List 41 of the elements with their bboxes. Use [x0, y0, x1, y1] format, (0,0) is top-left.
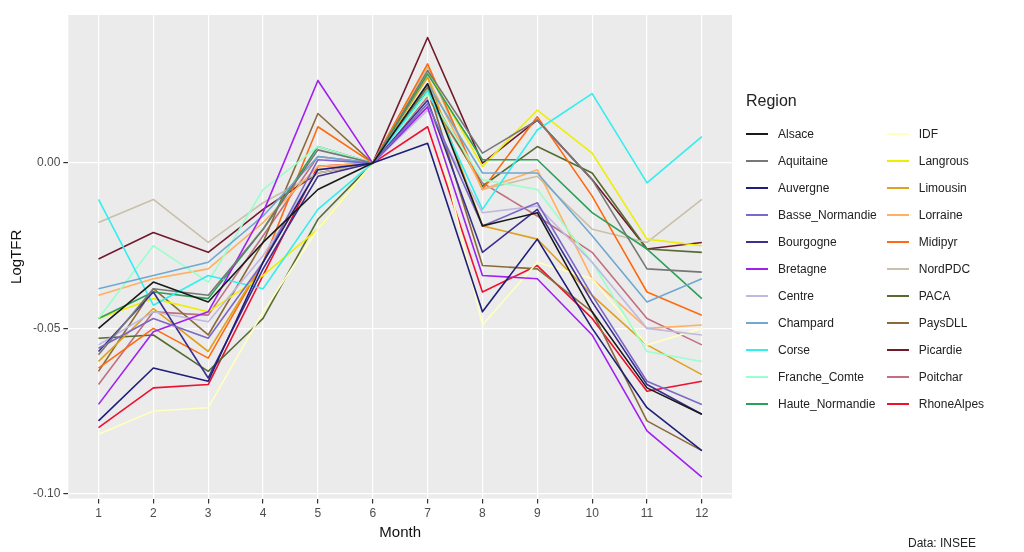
legend-title: Region — [746, 92, 798, 110]
text: Data: INSEE — [907, 536, 976, 550]
legend-label: Langrous — [918, 153, 969, 168]
legend-label: Limousin — [918, 180, 967, 195]
legend-label: Alsace — [778, 126, 815, 141]
y-axis-title: LogTFR — [7, 229, 25, 284]
x-tick-label: 6 — [369, 506, 377, 521]
legend-label: Lorraine — [918, 207, 963, 222]
x-tick-label: 2 — [150, 506, 158, 521]
legend-label: Auvergne — [778, 180, 830, 195]
legend-label: Champard — [778, 315, 835, 330]
legend-label: Franche_Comte — [778, 369, 865, 384]
legend-label: PACA — [918, 288, 951, 303]
legend-label: Picardie — [918, 342, 963, 357]
x-tick-label: 10 — [585, 506, 600, 521]
y-tick-label: 0.00 — [36, 155, 61, 170]
legend-label: NordPDC — [918, 261, 971, 276]
y-tick-label: -0.10 — [32, 485, 61, 500]
legend-label: Poitchar — [918, 369, 963, 384]
x-tick-label: 8 — [479, 506, 487, 521]
legend-label: Midipyr — [918, 234, 958, 249]
x-axis-title: Month — [379, 523, 422, 541]
legend-label: Corse — [778, 342, 811, 357]
x-tick-label: 5 — [314, 506, 322, 521]
legend-label: Haute_Normandie — [778, 396, 876, 411]
x-tick-label: 1 — [95, 506, 103, 521]
x-tick-label: 4 — [259, 506, 267, 521]
x-tick-label: 12 — [695, 506, 709, 521]
y-tick-label: -0.05 — [32, 320, 61, 335]
x-tick-label: 3 — [204, 506, 212, 521]
x-tick-label: 11 — [640, 506, 654, 521]
legend-label: Aquitaine — [778, 153, 829, 168]
legend-label: Basse_Normandie — [778, 207, 877, 222]
legend-label: IDF — [918, 126, 939, 141]
legend-label: RhoneAlpes — [918, 396, 985, 411]
x-tick-label: 9 — [533, 506, 541, 521]
legend-label: Bourgogne — [778, 234, 837, 249]
legend-label: Centre — [778, 288, 815, 303]
x-tick-label: 7 — [424, 506, 432, 521]
legend-label: Bretagne — [778, 261, 827, 276]
legend-label: PaysDLL — [918, 315, 968, 330]
